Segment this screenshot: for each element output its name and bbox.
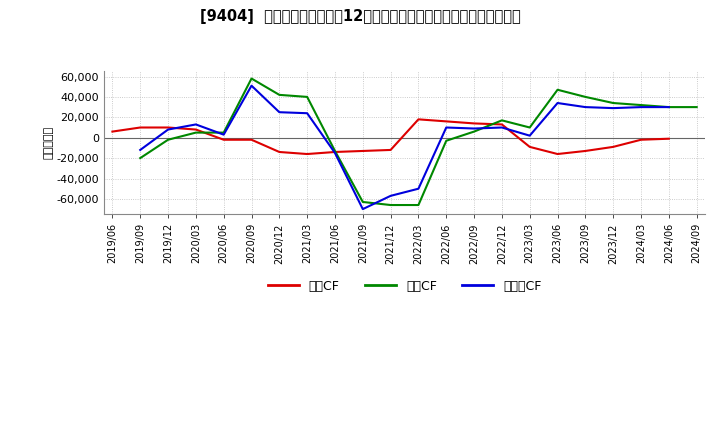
フリーCF <box>247 83 256 88</box>
投賄CF <box>220 130 228 135</box>
営業CF <box>414 117 423 122</box>
投賄CF <box>665 104 673 110</box>
フリーCF <box>303 110 312 116</box>
フリーCF <box>442 125 451 130</box>
営業CF <box>553 151 562 157</box>
営業CF <box>192 127 200 132</box>
Legend: 営業CF, 投賄CF, フリーCF: 営業CF, 投賄CF, フリーCF <box>263 275 546 298</box>
営業CF <box>359 148 367 154</box>
投賄CF <box>330 148 339 154</box>
フリーCF <box>414 186 423 191</box>
フリーCF <box>163 127 172 132</box>
投賄CF <box>387 202 395 208</box>
フリーCF <box>192 122 200 127</box>
営業CF <box>136 125 145 130</box>
投賄CF <box>303 94 312 99</box>
営業CF <box>163 125 172 130</box>
フリーCF <box>526 133 534 138</box>
営業CF <box>220 137 228 143</box>
Line: 投賄CF: 投賄CF <box>140 79 697 205</box>
営業CF <box>581 148 590 154</box>
フリーCF <box>387 193 395 198</box>
営業CF <box>469 121 478 126</box>
Y-axis label: （百万円）: （百万円） <box>44 126 54 159</box>
営業CF <box>247 137 256 143</box>
投賄CF <box>192 130 200 135</box>
フリーCF <box>330 150 339 156</box>
投賄CF <box>498 118 506 123</box>
投賄CF <box>414 202 423 208</box>
営業CF <box>665 136 673 141</box>
Text: [9404]  キャッシュフローの12か月移動合計の対前年同期増減額の推移: [9404] キャッシュフローの12か月移動合計の対前年同期増減額の推移 <box>199 9 521 24</box>
営業CF <box>387 147 395 153</box>
投賄CF <box>526 125 534 130</box>
投賄CF <box>581 94 590 99</box>
営業CF <box>108 129 117 134</box>
営業CF <box>330 149 339 154</box>
フリーCF <box>636 104 645 110</box>
営業CF <box>636 137 645 143</box>
投賄CF <box>636 103 645 108</box>
投賄CF <box>275 92 284 98</box>
Line: 営業CF: 営業CF <box>112 119 669 154</box>
Line: フリーCF: フリーCF <box>140 86 669 209</box>
フリーCF <box>609 106 618 111</box>
フリーCF <box>665 104 673 110</box>
投賄CF <box>247 76 256 81</box>
フリーCF <box>136 147 145 153</box>
フリーCF <box>581 104 590 110</box>
営業CF <box>442 119 451 124</box>
投賄CF <box>163 137 172 143</box>
営業CF <box>526 144 534 150</box>
投賄CF <box>609 100 618 106</box>
営業CF <box>303 151 312 157</box>
フリーCF <box>498 125 506 130</box>
投賄CF <box>693 104 701 110</box>
投賄CF <box>469 129 478 134</box>
フリーCF <box>275 110 284 115</box>
フリーCF <box>359 206 367 212</box>
投賄CF <box>136 155 145 161</box>
営業CF <box>609 144 618 150</box>
投賄CF <box>359 199 367 205</box>
フリーCF <box>553 100 562 106</box>
営業CF <box>275 149 284 154</box>
営業CF <box>498 122 506 127</box>
フリーCF <box>469 126 478 131</box>
フリーCF <box>220 132 228 137</box>
投賄CF <box>553 87 562 92</box>
投賄CF <box>442 138 451 143</box>
